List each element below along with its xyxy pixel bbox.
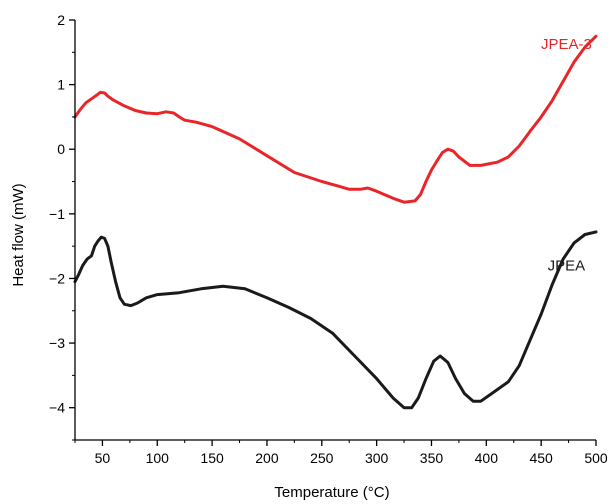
x-tick-label: 400 [475,450,499,466]
series-label-jpea: JPEA [548,258,586,275]
y-tick-label: −3 [49,335,65,351]
x-axis-title: Temperature (°C) [274,484,389,501]
labels: Temperature (°C) Heat flow (mW) [10,183,390,501]
x-tick-label: 450 [529,450,553,466]
plot-area: JPEA-3 JPEA [73,34,598,410]
x-tick-label: 50 [95,450,111,466]
x-tick-label: 200 [255,450,279,466]
x-tick-label: 250 [310,450,334,466]
x-tick-label: 350 [420,450,444,466]
y-tick-label: −1 [49,206,65,222]
y-tick-label: −2 [49,270,65,286]
x-tick-label: 150 [200,450,224,466]
axes: 2 1 0 −1 −2 −3 −4 50 100 150 200 250 300 350 400 450 500 [49,12,608,466]
y-tick-label: −4 [49,400,65,416]
series-line-jpea-3 [73,34,598,204]
x-tick-label: 500 [584,450,608,466]
x-tick-label: 100 [146,450,170,466]
y-tick-label: 0 [57,141,65,157]
y-tick-label: 2 [57,12,65,28]
series-label-jpea-3: JPEA-3 [541,36,592,53]
y-axis-title: Heat flow (mW) [10,183,27,286]
series-line-jpea [73,230,598,410]
y-tick-label: 1 [57,77,65,93]
x-tick-label: 300 [365,450,389,466]
